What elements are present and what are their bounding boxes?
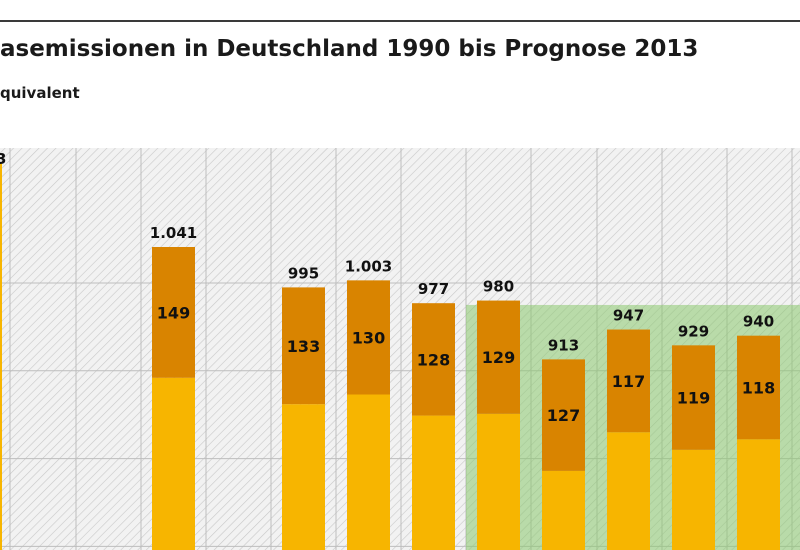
bar-co2 [477,413,520,550]
bar-other-gases [347,280,390,395]
bar-segment-label: 118 [742,378,775,397]
top-rule [0,20,800,22]
bar-segment-label: 119 [677,389,710,408]
cut-off-bar [0,162,2,550]
bar-other-gases [282,287,325,405]
bar-co2 [672,449,715,550]
bar-other-gases [542,359,585,471]
bar-co2 [542,470,585,550]
bar-total-label: 1.041 [150,224,197,242]
bar-other-gases [152,247,195,378]
bar-segment-label: 128 [417,350,450,369]
bar-other-gases [737,335,780,440]
chart-title: asemissionen in Deutschland 1990 bis Pro… [0,36,699,62]
bar-segment-label: 133 [287,337,320,356]
bar-co2 [152,377,195,550]
bar-segment-label: 129 [482,348,515,367]
bar-other-gases [607,329,650,433]
bar-total-label: 980 [483,278,514,296]
bar-segment-label: 127 [547,406,580,425]
chart-subtitle: quivalent [0,84,80,102]
bar-total-label: 913 [548,336,579,354]
bar-co2 [737,439,780,550]
bar-total-label: 995 [288,264,319,282]
bar-segment-label: 130 [352,328,385,347]
bar-co2 [412,415,455,550]
bar-segment-label: 117 [612,372,645,391]
bar-total-label: 1.003 [345,257,392,275]
bar-co2 [282,404,325,550]
bar-other-gases [412,303,455,416]
bar-segment-label: 149 [157,303,190,322]
cut-off-bar-label: 3 [0,150,6,168]
bar-total-label: 940 [743,313,774,331]
bar-total-label: 947 [613,307,644,325]
bar-co2 [607,432,650,550]
bar-total-label: 977 [418,280,449,298]
bar-total-label: 929 [678,322,709,340]
bar-co2 [347,394,390,550]
bar-other-gases [672,345,715,450]
bar-other-gases [477,300,520,414]
